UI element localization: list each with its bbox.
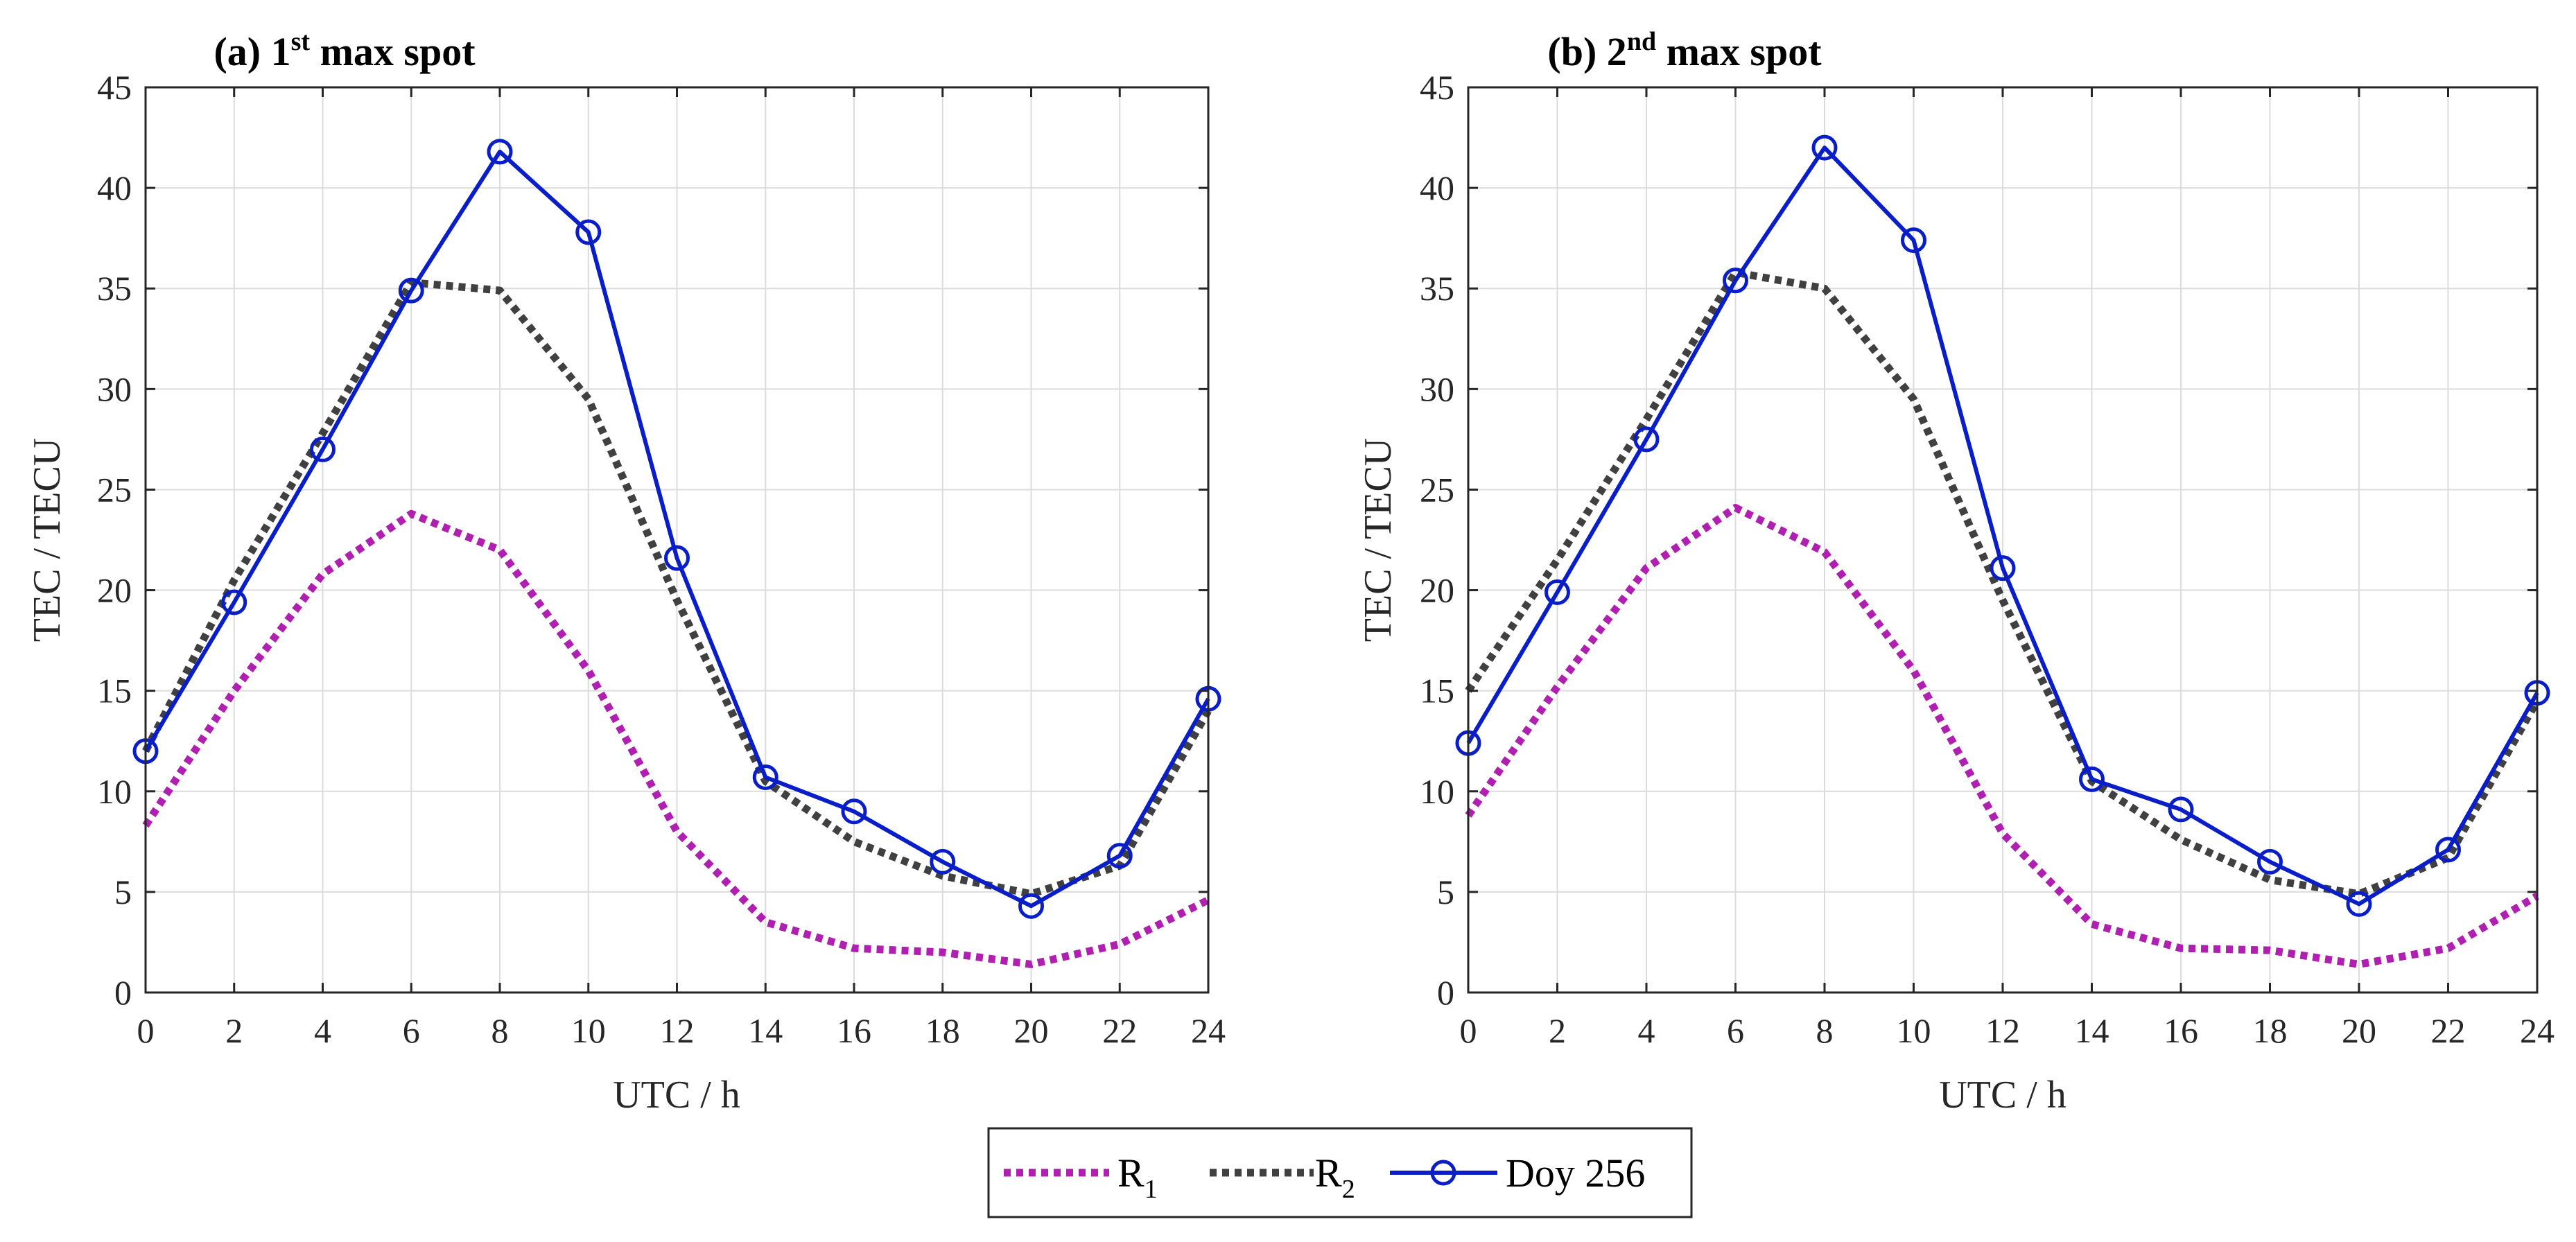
x-tick-label: 20 bbox=[1014, 1011, 1049, 1050]
legend-doy-label: Doy 256 bbox=[1506, 1151, 1645, 1196]
series-line-doy bbox=[1466, 146, 2539, 907]
series-line-r1 bbox=[1465, 504, 2539, 968]
y-tick-label: 5 bbox=[114, 873, 132, 911]
panel-b-series bbox=[1455, 134, 2550, 968]
y-tick-label: 35 bbox=[1420, 269, 1454, 308]
y-tick-label: 45 bbox=[1420, 68, 1454, 107]
panel-b: (b) 2nd max spot 0 2 4 6 8 10 12 14 16 18 20 22 2405… bbox=[1357, 27, 2555, 1117]
panel-a-series bbox=[132, 139, 1221, 968]
x-tick-label: 16 bbox=[2164, 1011, 2198, 1050]
data-point-doy bbox=[1723, 268, 1748, 294]
data-point-doy bbox=[1811, 134, 1838, 161]
x-tick-label: 22 bbox=[1102, 1011, 1137, 1050]
x-tick-label: 14 bbox=[748, 1011, 783, 1050]
x-tick-label: 2 bbox=[225, 1011, 243, 1050]
panel-a-grid bbox=[145, 87, 1209, 993]
data-point-doy bbox=[930, 848, 956, 875]
legend-r1-label: R1 bbox=[1117, 1151, 1158, 1204]
data-point-doy bbox=[487, 139, 513, 165]
legend-doy-marker bbox=[1430, 1160, 1456, 1186]
x-tick-label: 14 bbox=[2075, 1011, 2109, 1050]
data-point-doy bbox=[1633, 426, 1660, 453]
data-point-doy bbox=[575, 219, 602, 245]
x-tick-label: 4 bbox=[1638, 1011, 1655, 1050]
y-tick-label: 20 bbox=[97, 571, 132, 610]
y-tick-label: 10 bbox=[1420, 772, 1454, 811]
x-tick-label: 24 bbox=[2520, 1011, 2555, 1050]
y-tick-label: 15 bbox=[1420, 672, 1454, 710]
data-point-doy bbox=[2435, 837, 2461, 863]
y-tick-label: 0 bbox=[114, 973, 132, 1012]
x-tick-label: 24 bbox=[1191, 1011, 1226, 1050]
x-tick-label: 12 bbox=[1985, 1011, 2020, 1050]
x-tick-label: 10 bbox=[1897, 1011, 1931, 1050]
data-point-doy bbox=[752, 764, 778, 790]
y-tick-label: 40 bbox=[1420, 168, 1454, 207]
data-point-doy bbox=[1106, 843, 1133, 869]
x-tick-label: 2 bbox=[1549, 1011, 1566, 1050]
x-tick-label: 18 bbox=[2253, 1011, 2288, 1050]
y-tick-label: 25 bbox=[1420, 470, 1454, 509]
y-tick-label: 20 bbox=[1420, 571, 1454, 610]
panel-b-ylabel: TEC / TECU bbox=[1357, 438, 1400, 642]
data-point-doy bbox=[1990, 555, 2016, 581]
y-tick-label: 30 bbox=[1420, 369, 1454, 408]
legend: R1 R2 Doy 256 bbox=[987, 1127, 1693, 1218]
x-tick-label: 16 bbox=[837, 1011, 871, 1050]
x-tick-label: 0 bbox=[137, 1011, 155, 1050]
series-line-r2 bbox=[1465, 268, 2541, 898]
data-point-doy bbox=[310, 436, 336, 462]
x-tick-label: 12 bbox=[660, 1011, 695, 1050]
y-tick-label: 0 bbox=[1437, 973, 1454, 1012]
data-point-doy bbox=[2079, 766, 2105, 792]
panel-a-xlabel: UTC / h bbox=[613, 1074, 740, 1117]
y-tick-label: 15 bbox=[97, 672, 132, 710]
panel-b-grid bbox=[1468, 87, 2538, 993]
data-point-doy bbox=[1544, 579, 1570, 605]
panel-a-title: (a) 1st max spot bbox=[214, 27, 476, 74]
data-point-doy bbox=[2168, 796, 2194, 823]
series-line-doy bbox=[143, 149, 1210, 909]
x-tick-label: 8 bbox=[491, 1011, 509, 1050]
panel-b-xlabel: UTC / h bbox=[1939, 1074, 2066, 1117]
x-tick-label: 0 bbox=[1460, 1011, 1477, 1050]
y-tick-label: 45 bbox=[97, 68, 132, 107]
data-point-doy bbox=[221, 589, 247, 615]
data-point-doy bbox=[2257, 848, 2283, 875]
y-tick-label: 10 bbox=[97, 772, 132, 811]
y-tick-label: 40 bbox=[97, 168, 132, 207]
y-tick-label: 35 bbox=[97, 269, 132, 308]
x-tick-label: 10 bbox=[571, 1011, 606, 1050]
data-point-doy bbox=[1018, 893, 1044, 919]
y-tick-label: 5 bbox=[1437, 873, 1454, 911]
x-tick-label: 4 bbox=[314, 1011, 331, 1050]
panel-a-ylabel: TEC / TECU bbox=[26, 438, 69, 642]
panel-a: (a) 1st max spot 0 2 4 6 8 10 12 14 16 18 20 22 2405… bbox=[26, 27, 1226, 1117]
data-point-doy bbox=[664, 545, 690, 571]
series-line-r1 bbox=[142, 509, 1210, 968]
x-tick-label: 8 bbox=[1816, 1011, 1834, 1050]
data-point-doy bbox=[398, 277, 424, 304]
series-line-r2 bbox=[142, 279, 1212, 898]
x-tick-label: 22 bbox=[2431, 1011, 2466, 1050]
x-tick-label: 6 bbox=[403, 1011, 420, 1050]
legend-r2-label: R2 bbox=[1315, 1151, 1355, 1204]
y-tick-label: 25 bbox=[97, 470, 132, 509]
x-tick-label: 6 bbox=[1727, 1011, 1744, 1050]
data-point-doy bbox=[2346, 891, 2372, 917]
panel-b-title: (b) 2nd max spot bbox=[1547, 27, 1822, 74]
y-tick-label: 30 bbox=[97, 369, 132, 408]
data-point-doy bbox=[841, 798, 867, 825]
x-tick-label: 18 bbox=[925, 1011, 960, 1050]
data-point-doy bbox=[1901, 227, 1926, 254]
x-tick-label: 20 bbox=[2342, 1011, 2376, 1050]
